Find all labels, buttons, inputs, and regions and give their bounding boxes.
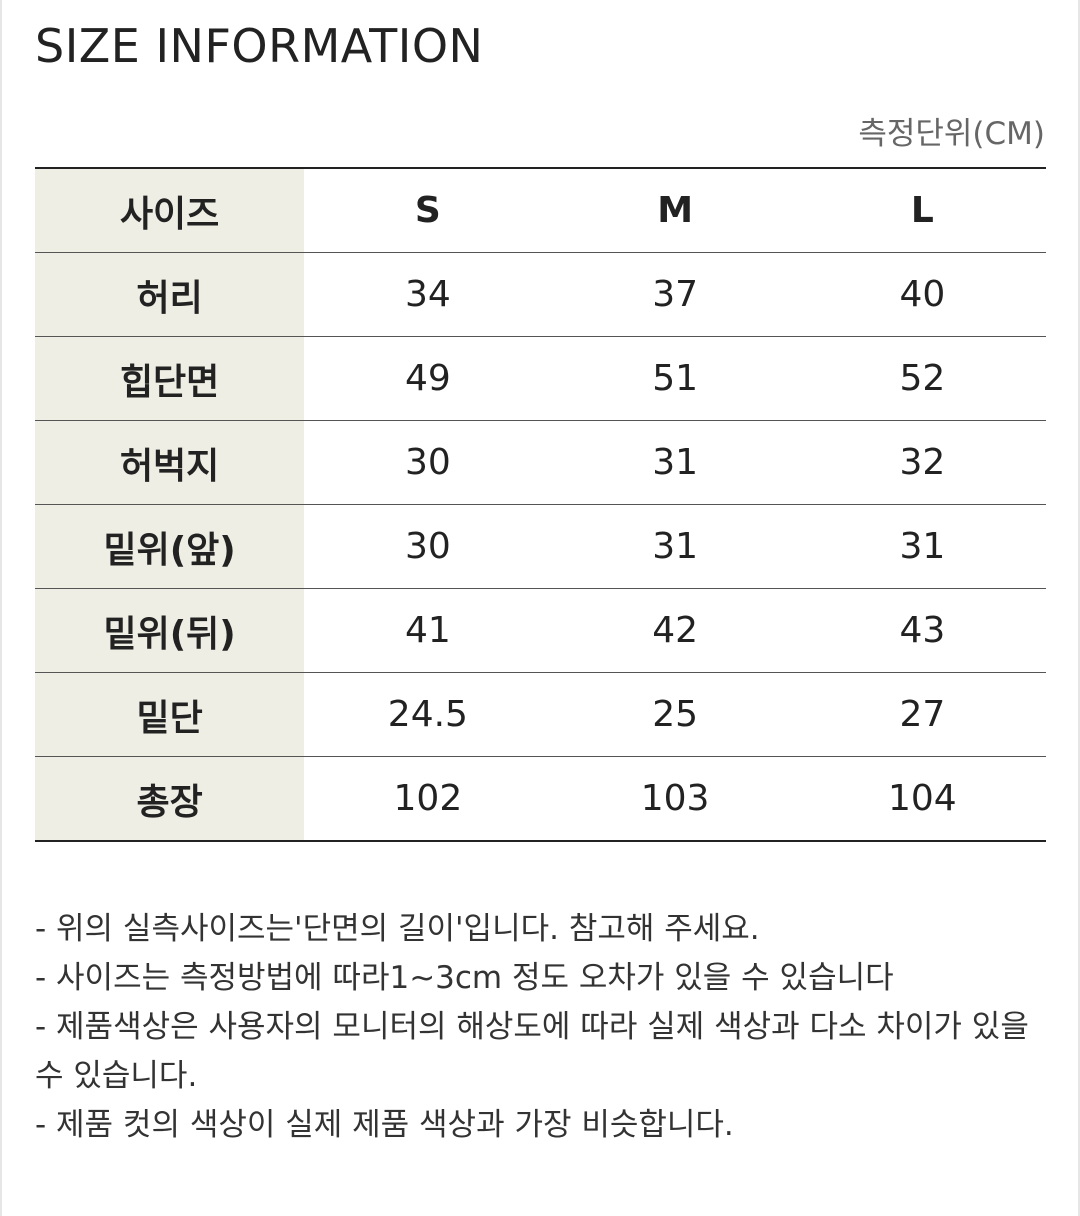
table-cell: 40 xyxy=(798,252,1046,337)
table-cell: 102 xyxy=(393,778,463,819)
table-cell: 52 xyxy=(798,336,1046,421)
table-cell: 104 xyxy=(888,778,957,819)
table-row: 밑위(앞) 30 31 31 xyxy=(35,504,1046,589)
size-header-m: M xyxy=(551,168,799,253)
page-border-right xyxy=(1078,0,1080,1216)
size-header-s: S xyxy=(304,168,552,253)
row-label-hem: 밑단 xyxy=(35,672,305,757)
table-cell: 49 xyxy=(304,336,552,421)
table-cell: 31 xyxy=(551,420,799,505)
table-cell: 30 xyxy=(304,504,552,589)
table-cell: 41 xyxy=(304,588,552,673)
table-cell: 30 xyxy=(304,420,552,505)
row-label-back-rise: 밑위(뒤) xyxy=(35,588,305,673)
table-cell: 51 xyxy=(551,336,799,421)
page-title: SIZE INFORMATION xyxy=(35,19,484,73)
row-label-hip: 힙단면 xyxy=(35,336,305,421)
table-row: 힙단면 49 51 52 xyxy=(35,336,1046,421)
table-cell: 24.5 xyxy=(304,672,552,757)
page-border-left xyxy=(0,0,2,1216)
row-label-front-rise: 밑위(앞) xyxy=(35,504,305,589)
table-cell: 32 xyxy=(798,420,1046,505)
header-label-cell: 사이즈 xyxy=(35,168,305,253)
table-cell: 27 xyxy=(798,672,1046,757)
notes-section: - 위의 실측사이즈는'단면의 길이'입니다. 참고해 주세요. - 사이즈는 … xyxy=(35,905,1045,1150)
table-cell: 43 xyxy=(798,588,1046,673)
table-cell: 31 xyxy=(551,504,799,589)
table-cell: 31 xyxy=(798,504,1046,589)
size-header-l: L xyxy=(798,168,1046,253)
table-cell: 103 xyxy=(640,778,710,819)
note-line: - 제품 컷의 색상이 실제 제품 색상과 가장 비슷합니다. xyxy=(35,1107,734,1143)
row-label-waist: 허리 xyxy=(35,252,305,337)
size-table: 사이즈 S M L 허리 34 37 40 힙단면 49 51 52 허벅지 3… xyxy=(35,167,1046,842)
table-row: 허리 34 37 40 xyxy=(35,252,1046,337)
table-cell: 42 xyxy=(551,588,799,673)
row-label-thigh: 허벅지 xyxy=(35,420,305,505)
table-header-row: 사이즈 S M L xyxy=(35,168,1046,253)
table-cell: 34 xyxy=(304,252,552,337)
table-row: 총장 102 103 104 xyxy=(35,756,1046,841)
note-line: - 제품색상은 사용자의 모니터의 해상도에 따라 실제 색상과 다소 차이가 … xyxy=(35,1009,1029,1094)
table-row: 밑위(뒤) 41 42 43 xyxy=(35,588,1046,673)
note-line: - 사이즈는 측정방법에 따라1~3cm 정도 오차가 있을 수 있습니다 xyxy=(35,960,894,996)
table-row: 밑단 24.5 25 27 xyxy=(35,672,1046,757)
table-row: 허벅지 30 31 32 xyxy=(35,420,1046,505)
unit-note: 측정단위(CM) xyxy=(858,116,1045,152)
table-cell: 25 xyxy=(551,672,799,757)
table-cell: 37 xyxy=(551,252,799,337)
note-line: - 위의 실측사이즈는'단면의 길이'입니다. 참고해 주세요. xyxy=(35,911,760,947)
row-label-total-length: 총장 xyxy=(35,756,305,841)
